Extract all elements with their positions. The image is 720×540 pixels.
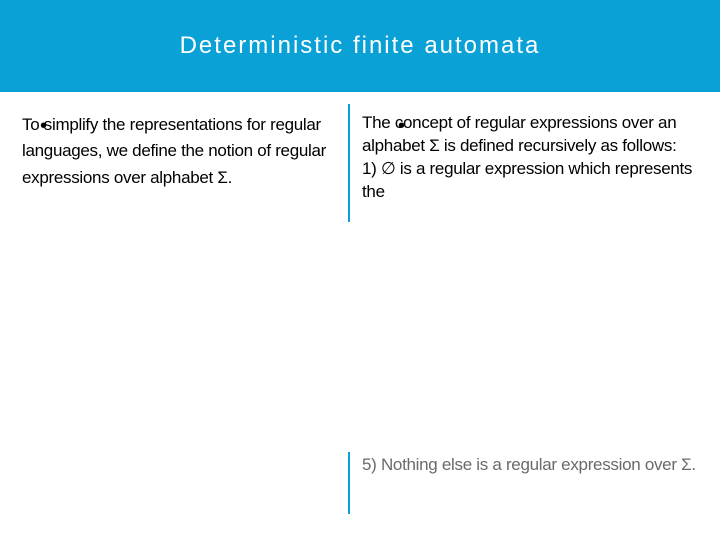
- slide-title: Deterministic finite automata: [180, 32, 541, 60]
- right-line-2: 1) ∅ is a regular expression which repre…: [362, 158, 702, 204]
- right-line-1: The concept of regular expressions over …: [362, 112, 702, 158]
- slide-content: • To simplify the representations for re…: [0, 92, 720, 540]
- right-column-text: The concept of regular expressions over …: [362, 112, 702, 204]
- left-column-text: To simplify the representations for regu…: [22, 112, 342, 191]
- slide-header: Deterministic finite automata: [0, 0, 720, 92]
- automaton-diagram: 001101010123: [340, 222, 710, 452]
- diagram-background: [340, 222, 710, 452]
- right-last-line: 5) Nothing else is a regular expression …: [362, 454, 702, 477]
